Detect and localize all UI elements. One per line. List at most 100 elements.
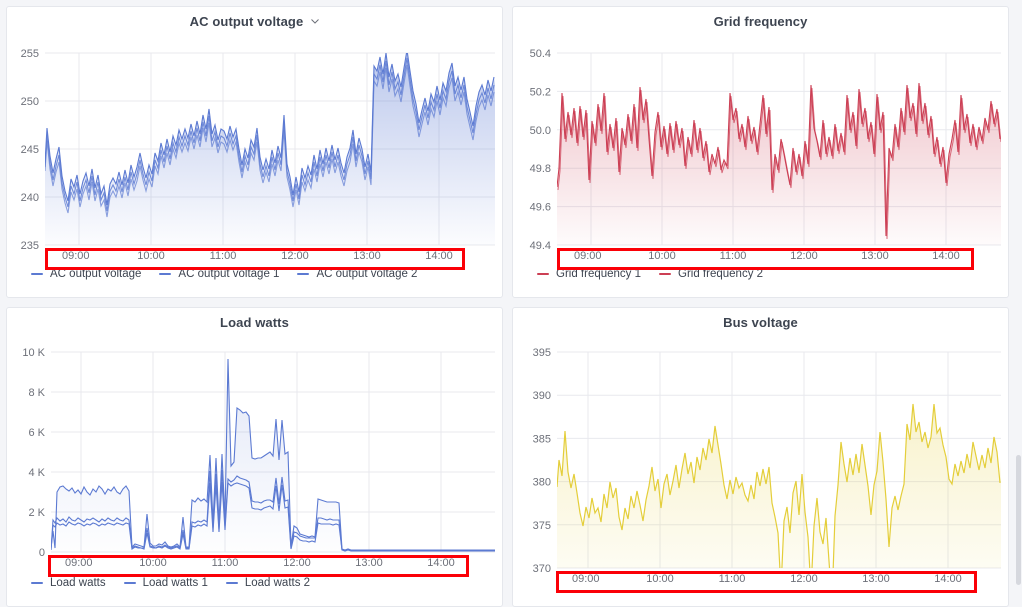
legend-item[interactable]: Load watts 1 [123,577,208,589]
plot-bus-voltage[interactable]: 370 375 380 385 390 395 09:00 10:00 11:0… [513,336,1008,598]
svg-text:6 K: 6 K [28,427,45,439]
vertical-scrollbar-track[interactable] [1015,0,1022,607]
vertical-scrollbar-thumb[interactable] [1016,455,1021,585]
legend-item[interactable]: AC output voltage [31,268,141,280]
svg-text:395: 395 [533,347,551,359]
svg-text:0: 0 [39,547,45,559]
svg-text:09:00: 09:00 [62,250,90,262]
panel-title: Load watts [220,314,289,330]
svg-text:11:00: 11:00 [210,250,237,262]
panel-header-ac-output-voltage[interactable]: AC output voltage [7,7,502,35]
series-group [557,403,1001,568]
svg-text:235: 235 [21,240,39,252]
x-axis-tick-labels: 09:00 10:00 11:00 12:00 13:00 14:00 [65,557,455,569]
legend-label: AC output voltage [50,268,142,280]
svg-text:375: 375 [533,520,551,532]
x-axis-tick-labels: 09:00 10:00 11:00 12:00 13:00 14:00 [62,250,453,262]
chart-svg-load-watts: 0 2 K 4 K 6 K 8 K 10 K 09:00 10:00 11:00 [22,347,495,569]
series-line-1 [45,57,495,212]
series-line-0 [557,403,1001,568]
svg-text:8 K: 8 K [28,387,45,399]
legend-item[interactable]: Load watts 2 [225,577,311,589]
legend-item[interactable]: AC output voltage 2 [297,268,417,280]
panel-grid-frequency[interactable]: Grid frequency [512,6,1009,298]
legend-item[interactable]: Grid frequency 2 [659,268,763,280]
series-area-0 [557,404,1001,568]
panel-title: AC output voltage [189,13,304,29]
legend-swatch-icon [159,273,172,275]
svg-text:49.4: 49.4 [530,240,551,252]
svg-text:09:00: 09:00 [65,557,93,569]
svg-text:245: 245 [21,144,39,156]
svg-text:11:00: 11:00 [212,557,239,569]
panel-ac-output-voltage[interactable]: AC output voltage [6,6,503,298]
legend-item[interactable]: Grid frequency 1 [537,268,641,280]
svg-text:14:00: 14:00 [425,250,453,262]
y-axis-tick-labels: 0 2 K 4 K 6 K 8 K 10 K [22,347,45,559]
legend-swatch-icon [225,582,238,584]
svg-text:09:00: 09:00 [572,573,600,585]
panel-bus-voltage[interactable]: Bus voltage [512,307,1009,607]
legend-label: AC output voltage 1 [178,268,280,280]
svg-text:10:00: 10:00 [648,250,676,262]
svg-text:240: 240 [21,192,39,204]
svg-text:385: 385 [533,433,551,445]
series-line-1 [51,469,495,551]
plot-grid-frequency[interactable]: 49.4 49.6 49.8 50.0 50.2 50.4 09:00 10:0… [513,35,1008,270]
svg-text:14:00: 14:00 [932,250,960,262]
svg-text:12:00: 12:00 [283,557,311,569]
svg-text:13:00: 13:00 [862,573,890,585]
series-line-0 [45,53,495,206]
svg-text:11:00: 11:00 [719,573,746,585]
legend-label: Load watts [50,577,106,589]
y-axis-tick-labels: 235 240 245 250 255 [21,48,39,252]
chart-svg-grid-frequency: 49.4 49.6 49.8 50.0 50.2 50.4 09:00 10:0… [530,48,1001,262]
chart-svg-ac-output-voltage: 235 240 245 250 255 09:00 10:00 11:00 [21,48,495,262]
series-line-2 [51,481,495,552]
svg-text:10:00: 10:00 [646,573,674,585]
svg-text:13:00: 13:00 [861,250,889,262]
y-axis-tick-labels: 370 375 380 385 390 395 [533,347,551,575]
legend-ac-output-voltage: AC output voltage AC output voltage 1 AC… [7,263,502,285]
series-group [557,82,1001,245]
svg-text:50.0: 50.0 [530,125,551,137]
svg-text:11:00: 11:00 [720,250,747,262]
svg-text:49.6: 49.6 [530,202,551,214]
legend-load-watts: Load watts Load watts 1 Load watts 2 [7,572,502,594]
legend-swatch-icon [31,273,43,275]
svg-text:10:00: 10:00 [139,557,167,569]
x-gridlines [80,352,442,552]
legend-item[interactable]: AC output voltage 1 [159,268,279,280]
legend-swatch-icon [31,582,43,584]
legend-label: Load watts 2 [244,577,311,589]
y-axis-tick-labels: 49.4 49.6 49.8 50.0 50.2 50.4 [530,48,551,252]
series-line-2 [45,64,495,218]
panel-load-watts[interactable]: Load watts [6,307,503,607]
svg-text:14:00: 14:00 [934,573,962,585]
svg-text:09:00: 09:00 [574,250,602,262]
svg-text:2 K: 2 K [28,507,45,519]
series-area-0 [45,53,495,245]
svg-text:50.2: 50.2 [530,86,551,98]
panel-header-grid-frequency[interactable]: Grid frequency [513,7,1008,35]
plot-load-watts[interactable]: 0 2 K 4 K 6 K 8 K 10 K 09:00 10:00 11:00 [7,336,502,577]
chevron-down-icon[interactable] [310,16,320,25]
legend-label: Load watts 1 [142,577,208,589]
svg-text:12:00: 12:00 [790,573,818,585]
svg-text:49.8: 49.8 [530,163,551,175]
panel-title: Grid frequency [713,13,808,29]
legend-label: AC output voltage 2 [316,268,418,280]
panel-header-load-watts[interactable]: Load watts [7,308,502,336]
legend-grid-frequency: Grid frequency 1 Grid frequency 2 [513,263,1008,285]
svg-text:4 K: 4 K [28,467,45,479]
svg-text:255: 255 [21,48,39,60]
svg-text:14:00: 14:00 [427,557,455,569]
panel-header-bus-voltage[interactable]: Bus voltage [513,308,1008,336]
svg-text:250: 250 [21,96,39,108]
legend-swatch-icon [659,273,672,275]
svg-text:50.4: 50.4 [530,48,551,60]
plot-ac-output-voltage[interactable]: 235 240 245 250 255 09:00 10:00 11:00 [7,35,502,270]
legend-item[interactable]: Load watts [31,577,106,589]
svg-text:10 K: 10 K [22,347,45,359]
panel-title: Bus voltage [723,314,798,330]
